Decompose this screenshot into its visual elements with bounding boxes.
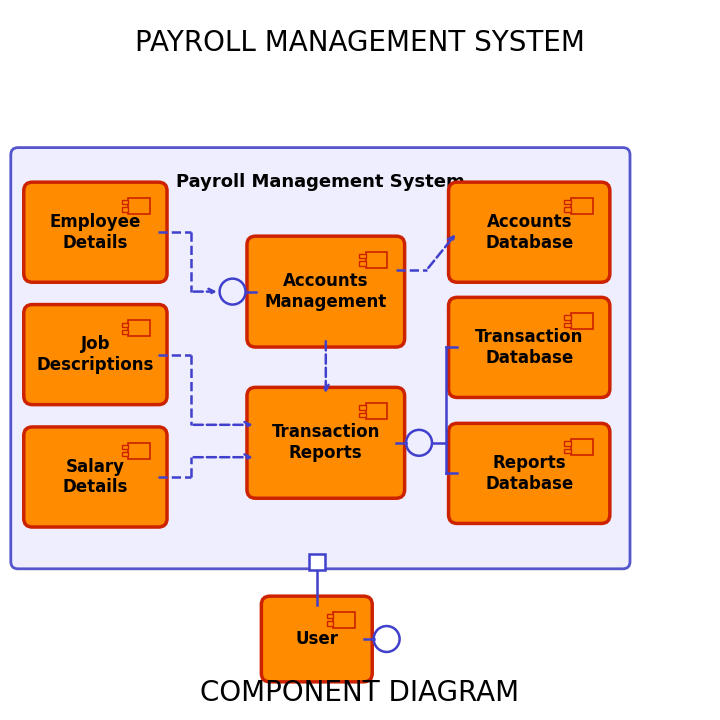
Bar bbox=[122, 207, 128, 212]
Bar bbox=[359, 405, 366, 410]
Text: Payroll Management System: Payroll Management System bbox=[176, 173, 465, 191]
Text: Transaction
Reports: Transaction Reports bbox=[271, 423, 380, 462]
Bar bbox=[359, 261, 366, 266]
FancyBboxPatch shape bbox=[571, 439, 593, 455]
Bar bbox=[564, 441, 571, 446]
FancyBboxPatch shape bbox=[571, 313, 593, 329]
Text: Salary
Details: Salary Details bbox=[63, 458, 128, 496]
FancyBboxPatch shape bbox=[366, 403, 387, 419]
Text: Accounts
Management: Accounts Management bbox=[265, 272, 387, 311]
Bar bbox=[564, 200, 571, 204]
Text: Reports
Database: Reports Database bbox=[485, 454, 573, 492]
Bar bbox=[359, 254, 366, 258]
Bar bbox=[309, 554, 325, 570]
Bar bbox=[327, 621, 333, 626]
Bar bbox=[122, 445, 128, 449]
Bar bbox=[327, 614, 333, 618]
Bar bbox=[122, 323, 128, 327]
Text: PAYROLL MANAGEMENT SYSTEM: PAYROLL MANAGEMENT SYSTEM bbox=[135, 30, 585, 57]
Bar bbox=[564, 315, 571, 320]
Bar bbox=[122, 200, 128, 204]
Text: User: User bbox=[295, 630, 338, 648]
FancyBboxPatch shape bbox=[247, 387, 405, 498]
Text: Employee
Details: Employee Details bbox=[50, 213, 141, 251]
FancyBboxPatch shape bbox=[333, 612, 355, 628]
Text: Transaction
Database: Transaction Database bbox=[475, 328, 583, 366]
FancyBboxPatch shape bbox=[261, 596, 372, 682]
FancyBboxPatch shape bbox=[571, 198, 593, 214]
FancyBboxPatch shape bbox=[247, 236, 405, 347]
FancyBboxPatch shape bbox=[24, 305, 167, 405]
Text: Job
Descriptions: Job Descriptions bbox=[37, 336, 154, 374]
FancyBboxPatch shape bbox=[449, 182, 610, 282]
Bar bbox=[122, 330, 128, 334]
Bar bbox=[564, 207, 571, 212]
FancyBboxPatch shape bbox=[449, 423, 610, 523]
Bar bbox=[359, 413, 366, 417]
FancyBboxPatch shape bbox=[24, 427, 167, 527]
Bar bbox=[564, 323, 571, 327]
Bar bbox=[122, 452, 128, 456]
FancyBboxPatch shape bbox=[366, 252, 387, 268]
Bar bbox=[564, 449, 571, 453]
FancyBboxPatch shape bbox=[24, 182, 167, 282]
FancyBboxPatch shape bbox=[128, 198, 150, 214]
FancyBboxPatch shape bbox=[128, 443, 150, 459]
FancyBboxPatch shape bbox=[128, 320, 150, 336]
FancyBboxPatch shape bbox=[449, 297, 610, 397]
Text: Accounts
Database: Accounts Database bbox=[485, 213, 573, 251]
Text: COMPONENT DIAGRAM: COMPONENT DIAGRAM bbox=[200, 679, 520, 706]
FancyBboxPatch shape bbox=[11, 148, 630, 569]
